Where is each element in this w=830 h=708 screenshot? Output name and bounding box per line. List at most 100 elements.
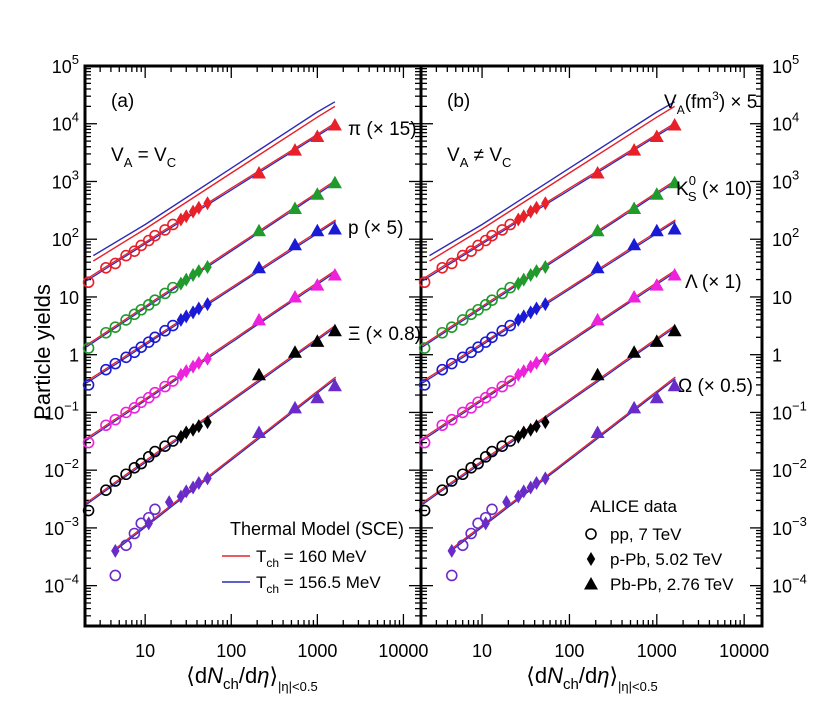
pp-point	[109, 257, 122, 270]
pbpb-point	[327, 378, 342, 392]
pp-point	[486, 331, 498, 344]
pp-point	[486, 386, 498, 399]
pp-point	[100, 326, 112, 339]
pbpb-point	[327, 175, 342, 189]
species-label: K0 S (× 10)	[676, 173, 752, 204]
ppb-point	[182, 364, 191, 379]
volume-curve	[92, 101, 336, 257]
ppb-point	[481, 516, 490, 531]
pp-point	[159, 380, 171, 393]
volume-curve	[92, 105, 336, 262]
model-line-pi_Ks	[86, 122, 337, 280]
species-label: π (× 15)	[348, 119, 417, 140]
pp-point	[418, 276, 431, 289]
ppb-point	[532, 200, 541, 215]
ppb-point	[182, 209, 191, 224]
pp-point	[109, 357, 122, 370]
y-tick-label: 103	[52, 167, 79, 192]
panel-a: 10 100 1000 10000 10−4 10−3 10−2 10−1 1 10 102 103 1…	[44, 52, 428, 661]
pbpb-point	[327, 323, 342, 337]
pbpb-point	[251, 166, 266, 179]
pp-point	[445, 357, 458, 370]
x-axis-label-b: ⟨dNch/dη⟩|η|<0.5	[526, 663, 657, 694]
ppb-point	[203, 415, 212, 430]
x-tick-label: 1000	[637, 641, 677, 661]
pbpb-point	[649, 223, 664, 237]
y-tick-label: 10−4	[772, 572, 807, 597]
y-tick-label: 10−3	[772, 514, 807, 539]
pp-point	[486, 229, 498, 242]
pp-point	[472, 457, 484, 470]
x-tick-label: 10	[472, 641, 492, 661]
pbpb-point	[627, 143, 642, 156]
ppb-point	[541, 196, 550, 211]
volume-condition-a: VA = VC	[111, 145, 176, 170]
pp-point	[109, 413, 122, 426]
pp-point	[436, 261, 449, 274]
panel-label-a: (a)	[111, 91, 134, 112]
pp-point	[82, 436, 95, 449]
ppb-point	[194, 475, 204, 490]
ppb-point	[194, 355, 204, 370]
panel-b: 10 100 1000 10000 10−4 10−3 10−2 10−1 1 10 102 103 1…	[418, 52, 807, 661]
pbpb-point	[667, 267, 682, 281]
pp-point	[149, 294, 161, 306]
pbpb-point	[667, 378, 682, 392]
pp-point	[445, 475, 458, 487]
model-line-p_Ks	[86, 181, 337, 348]
model-line-p_Ks	[422, 179, 676, 346]
y-tick-label: 10	[59, 288, 79, 308]
ppb-point	[203, 297, 212, 312]
model-line-p_Ks	[86, 179, 337, 346]
y-tick-label: 10−2	[772, 456, 807, 481]
x-axis-label-a: ⟨dNch/dη⟩|η|<0.5	[186, 663, 317, 694]
pp-point	[445, 569, 458, 582]
y-tick-label: 10−2	[44, 456, 79, 481]
species-label: Ω (× 0.5)	[678, 376, 753, 397]
pp-point	[120, 351, 132, 364]
pp-point	[486, 445, 498, 458]
x-tick-label: 100	[216, 641, 246, 661]
ppb-point	[519, 272, 528, 287]
ppb-point	[541, 260, 550, 275]
legend-title-data: ALICE data	[590, 497, 677, 516]
pp-point	[496, 440, 509, 453]
ppb-point	[541, 351, 550, 366]
pp-point	[504, 319, 517, 332]
ppb-point	[111, 543, 120, 558]
pbpb-point	[287, 289, 302, 303]
pp-point	[100, 261, 112, 274]
pp-point	[504, 281, 517, 294]
pp-point	[456, 351, 469, 364]
ppb-point	[502, 495, 511, 510]
pp-point	[456, 314, 469, 326]
pp-point	[436, 419, 449, 432]
pp-point	[159, 440, 171, 453]
pbpb-point	[287, 345, 302, 358]
ppb-point	[447, 543, 456, 558]
pp-point	[486, 294, 498, 306]
pp-point	[418, 436, 431, 449]
y-tick-label: 1	[69, 346, 79, 366]
x-tick-label: 10000	[378, 641, 428, 661]
pp-point	[100, 484, 112, 496]
pbpb-point	[251, 223, 266, 237]
species-label: Λ (× 1)	[685, 272, 742, 293]
pp-point	[149, 229, 161, 242]
pbpb-point	[649, 129, 664, 143]
pp-point	[120, 539, 132, 552]
pbpb-point	[310, 187, 325, 200]
ppb-point	[194, 419, 204, 434]
y-tick-label: 103	[772, 167, 799, 192]
legend-title-model: Thermal Model (SCE)	[230, 519, 404, 539]
pbpb-point	[310, 278, 325, 291]
pp-point	[418, 342, 431, 354]
y-tick-label: 10−1	[772, 398, 807, 423]
y-tick-label: 10−4	[44, 572, 79, 597]
pp-point	[135, 457, 148, 470]
pp-point	[465, 245, 477, 258]
ppb-point	[532, 475, 541, 490]
pp-point	[159, 287, 171, 300]
model-line-p_Ks	[422, 181, 676, 348]
